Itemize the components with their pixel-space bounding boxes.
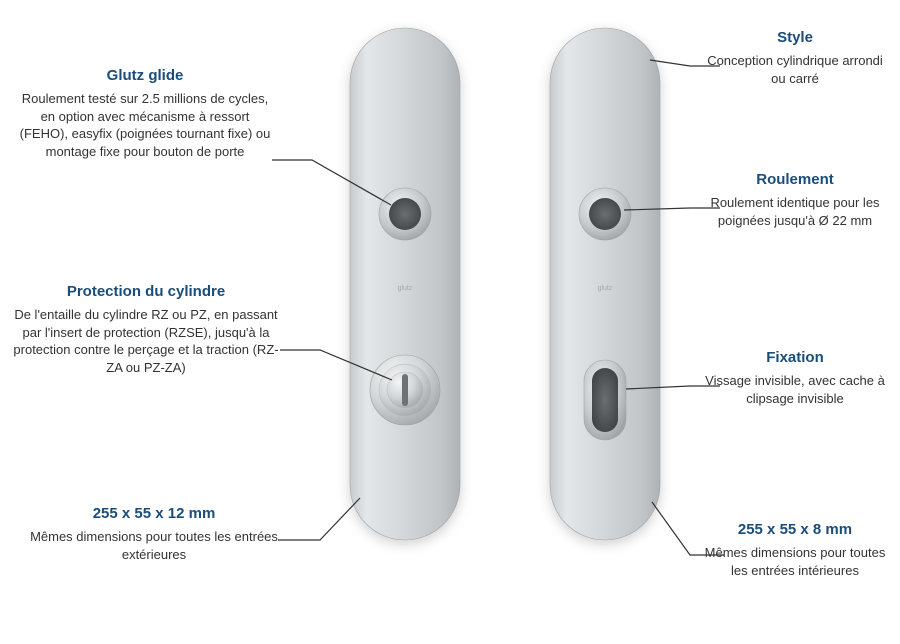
desc-fixation: Vissage invisible, avec cache à clipsage… xyxy=(702,372,888,407)
callout-glutz-glide: Glutz glide Roulement testé sur 2.5 mill… xyxy=(18,66,272,160)
callout-dim-right: 255 x 55 x 8 mm Mêmes dimensions pour to… xyxy=(702,520,888,579)
title-glutz-glide: Glutz glide xyxy=(18,66,272,86)
desc-protection: De l'entaille du cylindre RZ ou PZ, en p… xyxy=(12,306,280,376)
title-fixation: Fixation xyxy=(702,348,888,368)
svg-text:glutz: glutz xyxy=(598,285,613,292)
title-protection: Protection du cylindre xyxy=(12,282,280,302)
leader-dim-left xyxy=(278,498,360,540)
callout-fixation: Fixation Vissage invisible, avec cache à… xyxy=(702,348,888,407)
callout-dim-left: 255 x 55 x 12 mm Mêmes dimensions pour t… xyxy=(30,504,278,563)
desc-dim-right: Mêmes dimensions pour toutes les entrées… xyxy=(702,544,888,579)
svg-text:glutz: glutz xyxy=(398,285,413,292)
right-plate: glutz xyxy=(550,28,660,540)
callout-roulement: Roulement Roulement identique pour les p… xyxy=(702,170,888,229)
desc-dim-left: Mêmes dimensions pour toutes les entrées… xyxy=(30,528,278,563)
title-roulement: Roulement xyxy=(702,170,888,190)
title-dim-right: 255 x 55 x 8 mm xyxy=(702,520,888,540)
callout-style: Style Conception cylindrique arrondi ou … xyxy=(702,28,888,87)
desc-roulement: Roulement identique pour les poignées ju… xyxy=(702,194,888,229)
desc-glutz-glide: Roulement testé sur 2.5 millions de cycl… xyxy=(18,90,272,160)
title-dim-left: 255 x 55 x 12 mm xyxy=(30,504,278,524)
callout-protection: Protection du cylindre De l'entaille du … xyxy=(12,282,280,376)
desc-style: Conception cylindrique arrondi ou carré xyxy=(702,52,888,87)
title-style: Style xyxy=(702,28,888,48)
left-plate: glutz xyxy=(350,28,460,540)
